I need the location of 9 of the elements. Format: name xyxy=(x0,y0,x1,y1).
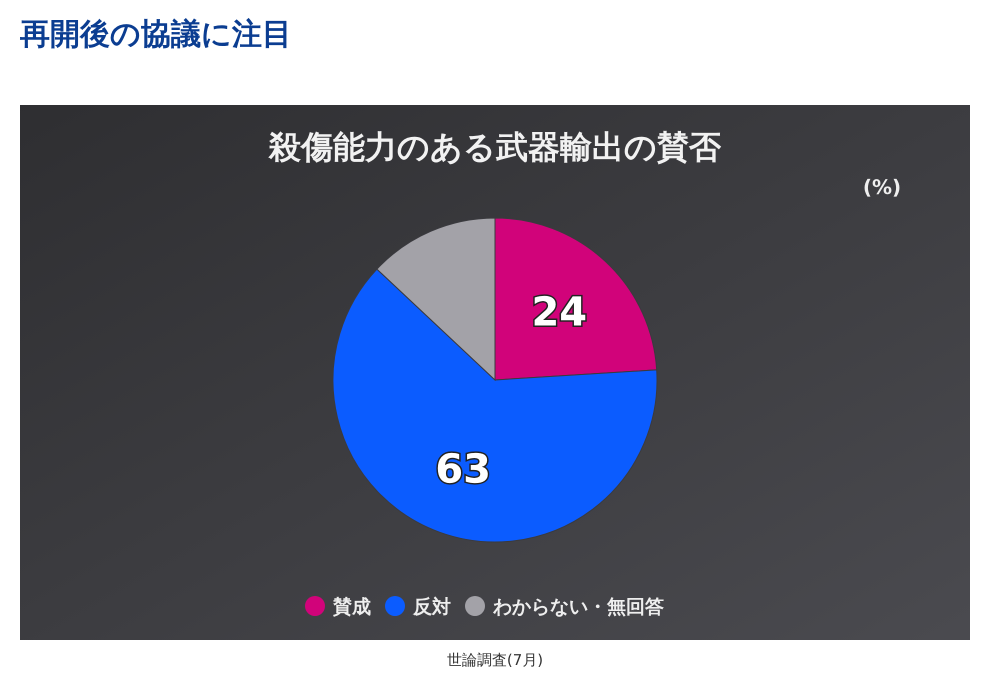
chart-subtitle: 殺傷能力のある武器輸出の賛否 xyxy=(268,128,722,166)
data-label: 24 xyxy=(531,290,588,336)
legend-label: わからない・無回答 xyxy=(492,596,664,618)
text: 世論調査(7月) xyxy=(446,651,544,669)
legend-label: 賛成 xyxy=(332,596,371,618)
data-label: 63 xyxy=(435,446,492,492)
text: (%) xyxy=(862,175,902,199)
chart-title: 再開後の協議に注目 xyxy=(19,17,292,52)
legend-label: 反対 xyxy=(412,596,451,618)
